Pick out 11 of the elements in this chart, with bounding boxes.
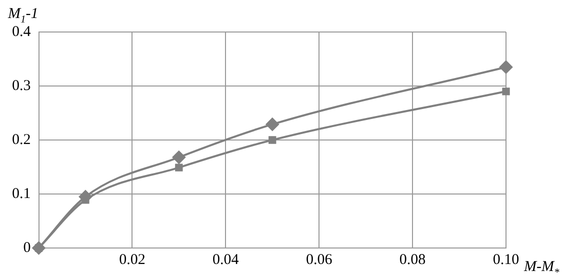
y-tick-label: 0.4 [12, 24, 32, 40]
y-tick-label: 0.1 [12, 186, 31, 202]
x-tick-label: 0.06 [306, 252, 333, 268]
x-tick-label: 0.08 [399, 252, 426, 268]
x-tick-label: 0.04 [212, 252, 240, 268]
y-tick-label: 0.3 [12, 78, 31, 94]
x-axis-title: M-M* [523, 259, 560, 278]
y-tick-label: 0.2 [12, 132, 31, 148]
x-tick-label: 0.02 [119, 252, 146, 268]
x-tick-label: 0.10 [492, 252, 520, 268]
y-tick-label: 0 [23, 240, 31, 256]
